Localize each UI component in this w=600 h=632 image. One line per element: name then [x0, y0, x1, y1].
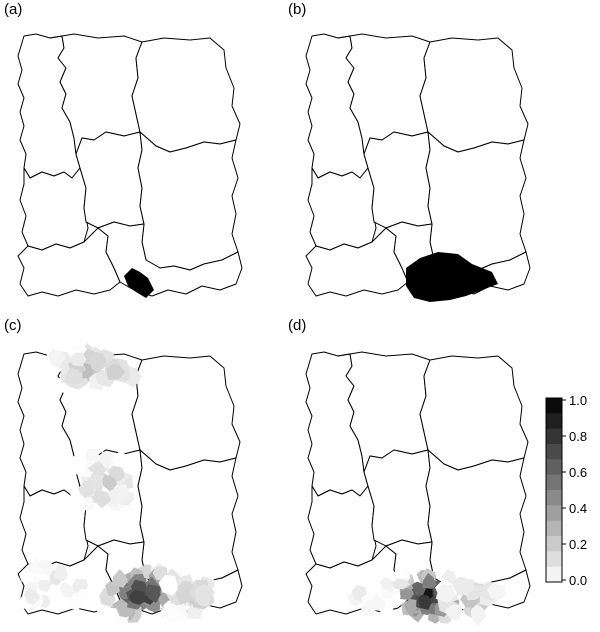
panel-a-label: (a): [4, 1, 22, 18]
panel-a: (a): [4, 1, 243, 298]
probability-cell: [20, 569, 33, 586]
probability-cell: [444, 603, 463, 621]
panel-c: (c): [4, 317, 243, 625]
probability-cell: [128, 590, 146, 605]
probability-cell: [160, 602, 181, 624]
probability-cell: [68, 352, 87, 367]
colorbar-step: [546, 505, 562, 522]
colorbar-steps: [546, 398, 562, 583]
panel-a-map: [17, 33, 243, 298]
probability-cell: [404, 598, 417, 614]
probability-cell: [435, 584, 456, 604]
colorbar-tick-0-4: 0.4: [569, 501, 587, 516]
panel-b-label: (b): [288, 1, 306, 18]
probability-cell: [470, 603, 487, 626]
panel-d: (d): [288, 317, 531, 626]
colorbar-tick-0-0: 0.0: [569, 573, 587, 588]
colorbar-step: [546, 551, 562, 568]
probability-cell: [53, 564, 68, 582]
probability-cell: [112, 569, 129, 588]
panel-c-map: [17, 343, 243, 625]
colorbar-step: [546, 428, 562, 445]
probability-cell: [110, 450, 130, 469]
colorbar-ticks: 1.0 0.8 0.6 0.4 0.2 0.0: [562, 393, 587, 588]
colorbar-step: [546, 474, 562, 491]
probability-cell: [75, 588, 90, 603]
panel-b-map: [305, 33, 531, 302]
probability-cell: [36, 579, 52, 593]
probability-cell: [379, 576, 395, 593]
probability-cell: [400, 588, 414, 600]
probability-cell: [144, 584, 160, 603]
colorbar-step: [546, 536, 562, 552]
probability-cell: [392, 578, 410, 590]
probability-cell: [60, 581, 75, 599]
probability-cell: [102, 607, 120, 625]
probability-cell: [87, 461, 107, 476]
colorbar-step: [546, 566, 562, 583]
panel-d-label: (d): [288, 317, 306, 334]
colorbar: 1.0 0.8 0.6 0.4 0.2 0.0: [545, 393, 587, 588]
colorbar-step: [546, 444, 562, 460]
probability-cell: [418, 594, 432, 610]
probability-cell: [92, 489, 112, 509]
colorbar-frame: [545, 397, 563, 583]
panel-d-map: [305, 351, 531, 626]
probability-cell: [194, 585, 212, 608]
probability-cell: [113, 483, 130, 502]
probability-cell: [453, 579, 475, 596]
probability-cell: [106, 363, 126, 381]
panel-b: (b): [288, 1, 531, 302]
probability-cell: [486, 582, 507, 602]
panel-c-probability-cells: [18, 343, 216, 625]
colorbar-step: [546, 413, 562, 430]
panel-d-probability-cells: [347, 568, 507, 626]
colorbar-step: [546, 490, 562, 506]
colorbar-tick-0-2: 0.2: [569, 537, 587, 552]
probability-cell: [24, 587, 41, 605]
colorbar-tick-0-8: 0.8: [569, 429, 587, 444]
panel-b-highlight-region: [406, 252, 498, 302]
panel-a-highlight-region: [124, 268, 154, 298]
probability-cell: [90, 352, 107, 373]
probability-cell: [69, 453, 87, 473]
probability-cell: [158, 575, 178, 596]
colorbar-tick-0-6: 0.6: [569, 465, 587, 480]
probability-cell: [47, 348, 66, 369]
probability-cell: [79, 497, 95, 512]
probability-cell: [64, 367, 84, 386]
probability-cell: [77, 480, 94, 499]
probability-cell: [102, 474, 118, 492]
panel-c-label: (c): [4, 317, 22, 334]
probability-cell: [37, 559, 54, 576]
colorbar-step: [546, 520, 562, 537]
probability-cell: [422, 572, 437, 589]
colorbar-step: [546, 398, 562, 414]
colorbar-tick-1-0: 1.0: [569, 393, 587, 408]
probability-cell: [369, 594, 386, 612]
colorbar-step: [546, 459, 562, 476]
